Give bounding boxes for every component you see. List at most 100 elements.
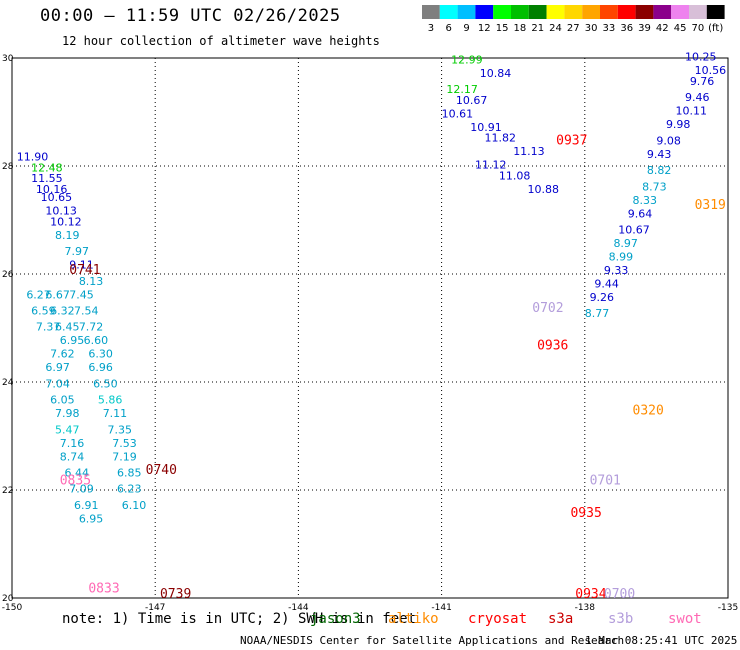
wave-height-value: 6.50 [93,377,118,390]
pass-time-label: 0934 [575,587,606,602]
wave-height-value: 10.84 [480,67,512,80]
pass-time-label: 0936 [537,339,568,354]
wave-height-value: 7.98 [55,407,80,420]
wave-height-value: 5.47 [55,423,80,436]
wave-height-value: 8.82 [647,164,672,177]
wave-height-value: 10.56 [695,64,727,77]
wave-height-value: 11.82 [485,132,517,145]
wave-height-value: 7.62 [50,348,75,361]
pass-time-label: 0701 [590,474,621,489]
color-scale-label: 45 [674,23,687,34]
color-scale-swatch [582,5,600,19]
color-scale-legend: 3 6 9 12 15 18 21 24 27 30 33 36 39 42 45 70 (ft) [422,5,725,34]
plot-frame [11,57,729,599]
color-scale-swatch [439,5,458,19]
wave-height-value: 10.25 [685,51,717,64]
satellite-legend-item: cryosat [468,611,528,627]
wave-height-value: 10.67 [456,94,488,107]
wave-height-value: 7.72 [79,321,104,334]
wave-height-value: 8.74 [60,450,85,463]
wave-height-value: 6.45 [55,321,80,334]
color-scale-label: 36 [620,23,633,34]
color-scale-label: 33 [603,23,616,34]
wave-height-value: 8.99 [609,251,634,264]
wave-height-value: 6.59 [31,305,56,318]
x-tick-label: -141 [431,603,451,613]
wave-height-value: 11.12 [475,159,507,172]
wave-height-value: 10.65 [41,191,73,204]
wave-height-value: 10.12 [50,215,82,228]
satellite-legend-item: s3b [608,611,634,627]
wave-height-value: 7.37 [36,321,61,334]
wave-height-value: 5.86 [98,394,123,407]
wave-height-value: 6.32 [50,305,75,318]
wave-height-value: 6.10 [122,499,147,512]
wave-height-value: 7.09 [69,483,94,496]
y-tick-label: 20 [2,594,14,604]
x-tick-label: -135 [718,603,738,613]
satellite-legend-item: jason3 [310,611,361,627]
chart-subtitle: 12 hour collection of altimeter wave hei… [62,34,380,48]
y-tick-label: 28 [2,162,14,172]
wave-height-value: 6.27 [26,288,51,301]
wave-height-value: 11.90 [17,151,48,164]
wave-height-value: 11.55 [31,172,63,185]
color-scale-swatch [475,5,494,19]
color-scale-swatch [493,5,511,19]
wave-height-value: 9.46 [685,91,710,104]
color-scale-swatch [671,5,689,19]
wave-height-value: 8.73 [642,180,667,193]
wave-height-value: 6.97 [45,361,69,374]
wave-height-value: 9.26 [590,291,615,304]
wave-height-value: 7.16 [60,437,85,450]
wave-height-value: 9.08 [656,134,681,147]
color-scale-swatch [457,5,476,19]
wave-height-value: 10.13 [45,205,76,218]
satellite-legend-item: swot [668,611,702,627]
color-scale-swatch [528,5,547,19]
footer-note: note: 1) Time is in UTC; 2) SWH is in fe… [62,611,417,627]
wave-height-value: 8.13 [79,275,104,288]
color-scale-label: 9 [463,23,469,34]
wave-height-value: 8.19 [55,229,80,242]
wave-height-value: 7.19 [112,450,136,463]
color-scale-label: 24 [549,23,562,34]
color-scale-label: 70 [692,23,705,34]
wave-height-value: 7.04 [45,377,69,390]
y-tick-label: 24 [2,378,14,388]
wave-height-value: 8.33 [633,194,658,207]
wave-height-value: 6.44 [65,467,90,480]
wave-height-value: 12.99 [451,53,483,66]
wave-height-value: 7.45 [69,288,94,301]
satellite-legend-item: s3a [548,611,574,627]
x-tick-label: -138 [575,603,596,613]
color-scale-swatch [564,5,583,19]
wave-height-value: 8.97 [613,237,638,250]
wave-height-value: 8.77 [585,307,610,320]
color-scale-label: 42 [656,23,669,34]
color-scale-label: 12 [478,23,491,34]
wave-height-value: 6.91 [74,499,99,512]
wave-height-value: 6.60 [84,334,109,347]
wave-height-value: 9.44 [594,278,619,291]
wave-height-value: 9.76 [690,75,715,88]
wave-height-value: 12.48 [31,161,63,174]
color-scale-swatch [635,5,654,19]
pass-time-label: 0320 [633,403,664,418]
wave-height-value: 9.98 [666,118,691,131]
wave-height-value: 7.11 [103,407,128,420]
pass-time-label: 0937 [556,133,587,148]
footer-credit: NOAA/NESDIS Center for Satellite Applica… [240,634,625,647]
wave-height-value: 7.35 [107,423,132,436]
y-tick-label: 30 [2,54,14,64]
pass-time-label: 0935 [570,506,601,521]
y-tick-label: 26 [2,270,14,280]
wave-height-value: 9.33 [604,264,629,277]
x-tick-label: -144 [288,603,309,613]
color-scale-label: 15 [496,23,509,34]
wave-height-value: 12.17 [446,83,478,96]
satellite-legend-item: altiko [388,611,439,627]
color-scale-swatch [617,5,636,19]
color-scale-label: 3 [428,23,434,34]
